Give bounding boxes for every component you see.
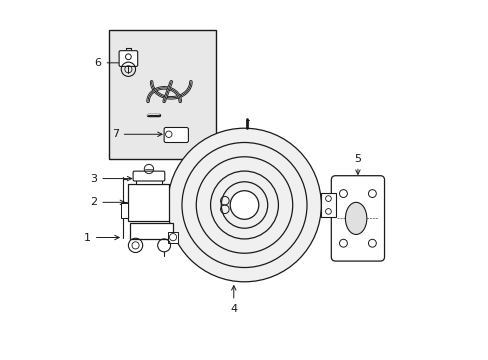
Text: 5: 5 xyxy=(354,154,361,174)
Text: 6: 6 xyxy=(94,58,124,68)
Text: 2: 2 xyxy=(90,197,124,207)
Bar xyxy=(321,193,335,217)
Circle shape xyxy=(221,182,267,228)
Bar xyxy=(121,203,127,217)
Bar xyxy=(130,223,173,239)
Text: 4: 4 xyxy=(230,286,237,314)
Circle shape xyxy=(167,128,321,282)
FancyBboxPatch shape xyxy=(119,51,138,66)
Text: 7: 7 xyxy=(111,129,162,139)
Bar xyxy=(128,184,169,221)
Circle shape xyxy=(230,191,258,219)
Ellipse shape xyxy=(345,202,366,234)
Bar xyxy=(167,232,178,243)
FancyBboxPatch shape xyxy=(164,127,188,143)
Bar xyxy=(108,30,216,158)
FancyBboxPatch shape xyxy=(133,171,164,181)
Bar xyxy=(135,177,162,184)
FancyBboxPatch shape xyxy=(331,176,384,261)
Text: 1: 1 xyxy=(84,233,119,243)
Circle shape xyxy=(196,157,292,253)
Text: 3: 3 xyxy=(90,174,131,184)
